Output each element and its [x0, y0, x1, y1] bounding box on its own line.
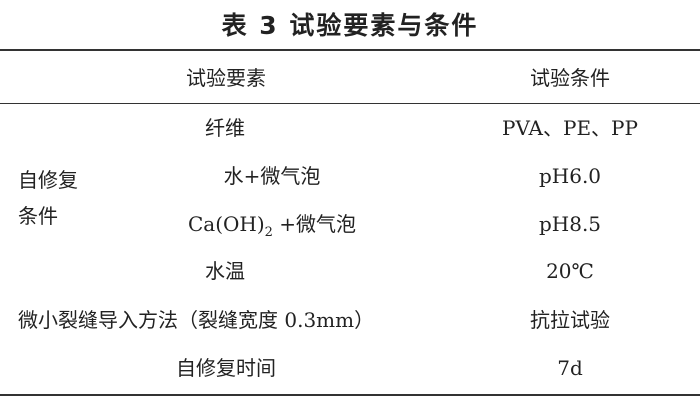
row-factor: 水温 [205, 259, 245, 283]
row-factor: 纤维 [205, 116, 245, 140]
row-condition: PVA、PE、PP [502, 116, 638, 140]
bottom-rule [0, 394, 700, 396]
row-condition: 7d [557, 356, 583, 380]
group-label-line2: 条件 [18, 204, 58, 228]
row-factor: 自修复时间 [176, 356, 276, 380]
formula-main: Ca(OH) [187, 212, 265, 236]
row-condition: pH8.5 [538, 212, 602, 236]
row-factor: Ca(OH)2 +微气泡 [188, 212, 356, 245]
formula-subscript: 2 [264, 225, 273, 240]
header-factor: 试验要素 [186, 66, 266, 90]
header-rule [0, 103, 700, 104]
row-condition: 20℃ [546, 259, 594, 283]
header-condition: 试验条件 [530, 66, 610, 90]
table-title: 表 3 试验要素与条件 [221, 11, 479, 40]
row-factor: 水+微气泡 [223, 164, 321, 188]
row-factor: 微小裂缝导入方法（裂缝宽度 0.3mm） [18, 308, 375, 332]
formula-tail: +微气泡 [272, 212, 357, 236]
row-condition: pH6.0 [538, 164, 602, 188]
row-condition: 抗拉试验 [530, 308, 610, 332]
group-label-line1: 自修复 [18, 168, 78, 192]
top-rule [0, 49, 700, 51]
